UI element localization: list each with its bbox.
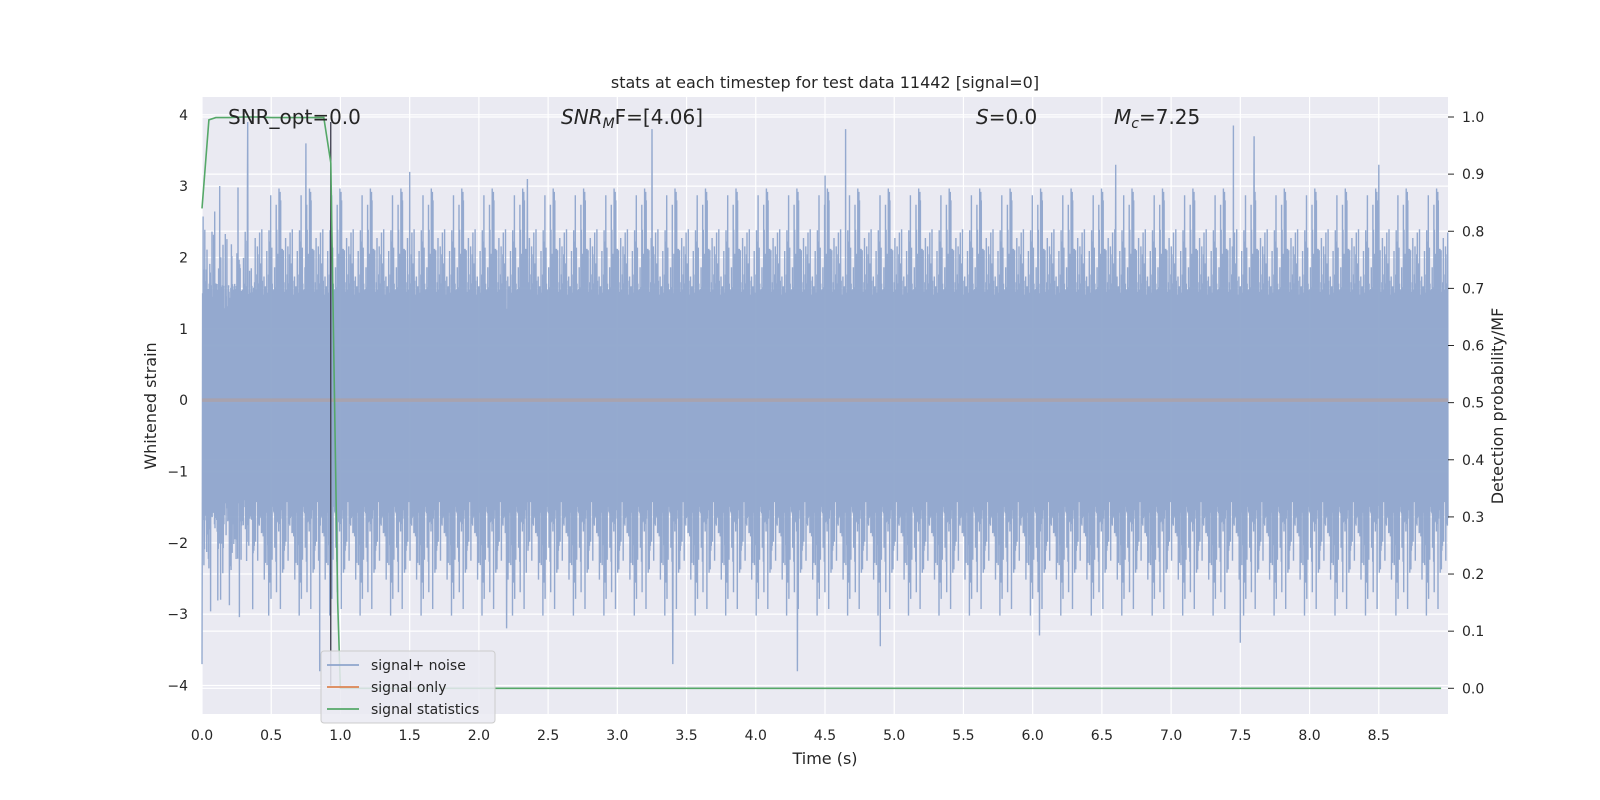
legend-label-signal-only: signal only: [371, 680, 446, 696]
y-tick-label-right-9: 0.9: [1462, 167, 1484, 183]
annotation-snr-mf-sub: M: [603, 116, 615, 132]
annotation-snr-mf-base: SNR: [561, 105, 603, 129]
annotation-mc-rest: =7.25: [1139, 105, 1200, 129]
y-tick-label-left-3: −1: [167, 464, 188, 480]
y-tick-label-right-1: 0.1: [1462, 624, 1484, 640]
x-tick-label-15: 7.5: [1229, 728, 1251, 744]
y-tick-label-right-10: 1.0: [1462, 110, 1484, 126]
y-tick-label-left-0: −4: [167, 678, 188, 694]
annotation-mc-sub: c: [1131, 116, 1139, 132]
y-tick-label-left-8: 4: [179, 108, 188, 124]
x-tick-label-5: 2.5: [537, 728, 559, 744]
x-tick-label-4: 2.0: [468, 728, 490, 744]
y-tick-label-right-3: 0.3: [1462, 510, 1484, 526]
x-axis-label: Time (s): [791, 749, 857, 768]
annotation-snr-mf-rest: F=[4.06]: [615, 105, 703, 129]
series-line-signal-noise: [201, 121, 1449, 672]
series-line-signal-statistics: [201, 116, 1442, 690]
x-tick-label-7: 3.5: [675, 728, 697, 744]
annotation-s-stat: S=0.0: [976, 105, 1037, 129]
x-tick-label-11: 5.5: [952, 728, 974, 744]
x-tick-label-14: 7.0: [1160, 728, 1182, 744]
x-tick-label-16: 8.0: [1298, 728, 1320, 744]
y-tick-label-right-7: 0.7: [1462, 281, 1484, 297]
x-tick-label-8: 4.0: [745, 728, 767, 744]
legend-label-signal-statistics: signal statistics: [371, 702, 479, 718]
legend: signal+ noise signal only signal statist…: [320, 650, 496, 724]
y-tick-label-left-7: 3: [179, 179, 188, 195]
y-tick-label-left-5: 1: [179, 322, 188, 338]
y-tick-label-right-4: 0.4: [1462, 453, 1484, 469]
series-signal-noise: [201, 121, 1449, 672]
y-tick-label-right-8: 0.8: [1462, 224, 1484, 240]
legend-label-signal-noise: signal+ noise: [371, 658, 466, 674]
y-axis-label-right: Detection probability/MF: [1488, 308, 1507, 505]
x-tick-label-6: 3.0: [606, 728, 628, 744]
annotation-s-base: S: [976, 105, 989, 129]
x-tick-label-9: 4.5: [814, 728, 836, 744]
x-tick-label-1: 0.5: [260, 728, 282, 744]
x-tick-label-12: 6.0: [1022, 728, 1044, 744]
y-tick-label-right-6: 0.6: [1462, 339, 1484, 355]
x-tick-label-10: 5.0: [883, 728, 905, 744]
annotation-mc: Mc=7.25: [1114, 105, 1200, 132]
x-tick-label-2: 1.0: [329, 728, 351, 744]
x-tick-label-0: 0.0: [191, 728, 213, 744]
annotation-snr-opt: SNR_opt=0.0: [228, 105, 361, 129]
y-tick-label-left-1: −3: [167, 607, 188, 623]
y-tick-label-left-2: −2: [167, 536, 188, 552]
y-axis-label-left: Whitened strain: [141, 342, 160, 469]
x-tick-label-17: 8.5: [1368, 728, 1390, 744]
legend-box: [320, 650, 496, 724]
tick-labels: 0.0 0.5 1.0 1.5 2.0 2.5 3.0 3.5 4.0 4.5 5.0 5.5 6.0 6…: [167, 108, 1484, 744]
y-tick-label-right-0: 0.0: [1462, 681, 1484, 697]
chart-title: stats at each timestep for test data 114…: [611, 73, 1039, 92]
y-tick-label-left-6: 2: [179, 250, 188, 266]
x-tick-label-13: 6.5: [1091, 728, 1113, 744]
annotation-mc-base: M: [1114, 105, 1131, 129]
y-tick-label-left-4: 0: [179, 393, 188, 409]
series-signal-statistics: [201, 116, 1442, 690]
annotation-s-rest: =0.0: [989, 105, 1038, 129]
annotation-snr-mf: SNRMF=[4.06]: [561, 105, 703, 132]
y-tick-label-right-5: 0.5: [1462, 396, 1484, 412]
x-tick-label-3: 1.5: [399, 728, 421, 744]
y-tick-label-right-2: 0.2: [1462, 567, 1484, 583]
